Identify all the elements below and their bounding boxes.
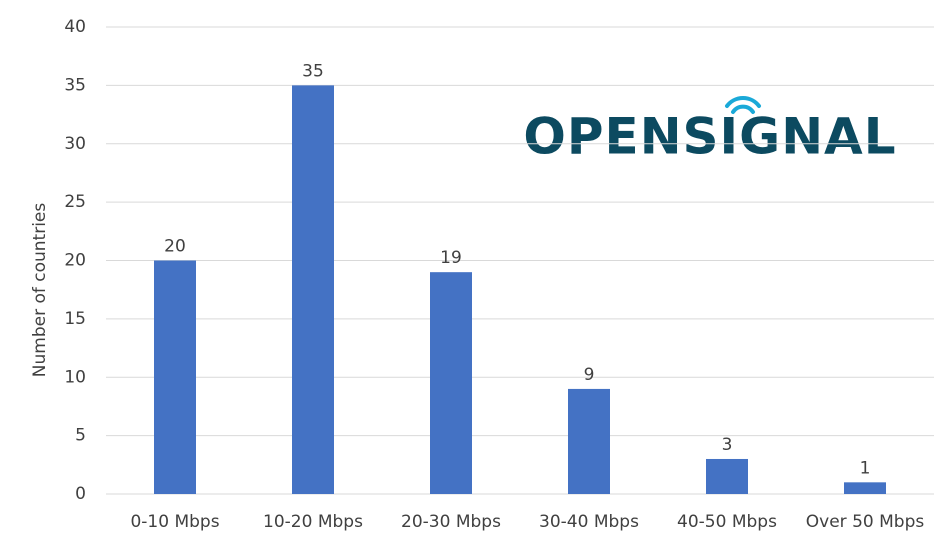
- y-axis-label: Number of countries: [30, 203, 50, 378]
- y-tick-label: 25: [64, 192, 86, 212]
- y-tick-label: 0: [75, 484, 86, 504]
- y-tick-label: 5: [75, 426, 86, 446]
- bar: [430, 272, 472, 494]
- data-label: 35: [302, 61, 324, 81]
- x-tick-label: 0-10 Mbps: [130, 512, 219, 532]
- data-label: 9: [584, 365, 595, 385]
- logo-signal-icon: [725, 96, 761, 114]
- y-tick-label: 30: [64, 134, 86, 154]
- logo: OPENSIGNAL: [523, 96, 896, 166]
- x-tick-label: 30-40 Mbps: [539, 512, 639, 532]
- logo-text: OPENSIGNAL: [523, 108, 896, 166]
- x-tick-label: 40-50 Mbps: [677, 512, 777, 532]
- data-label: 3: [722, 435, 733, 455]
- bar: [844, 482, 886, 494]
- data-label: 1: [860, 458, 871, 478]
- bar: [292, 85, 334, 494]
- bar: [154, 260, 196, 494]
- data-label: 19: [440, 248, 462, 268]
- y-tick-label: 10: [64, 367, 86, 387]
- bar: [568, 388, 610, 494]
- data-label: 20: [164, 237, 186, 257]
- x-tick-label: Over 50 Mbps: [806, 512, 925, 532]
- y-tick-label: 35: [64, 75, 86, 95]
- bar: [706, 458, 748, 494]
- y-tick-label: 40: [64, 17, 86, 37]
- x-tick-label: 20-30 Mbps: [401, 512, 501, 532]
- y-tick-label: 15: [64, 309, 86, 329]
- y-tick-label: 20: [64, 251, 86, 271]
- x-tick-label: 10-20 Mbps: [263, 512, 363, 532]
